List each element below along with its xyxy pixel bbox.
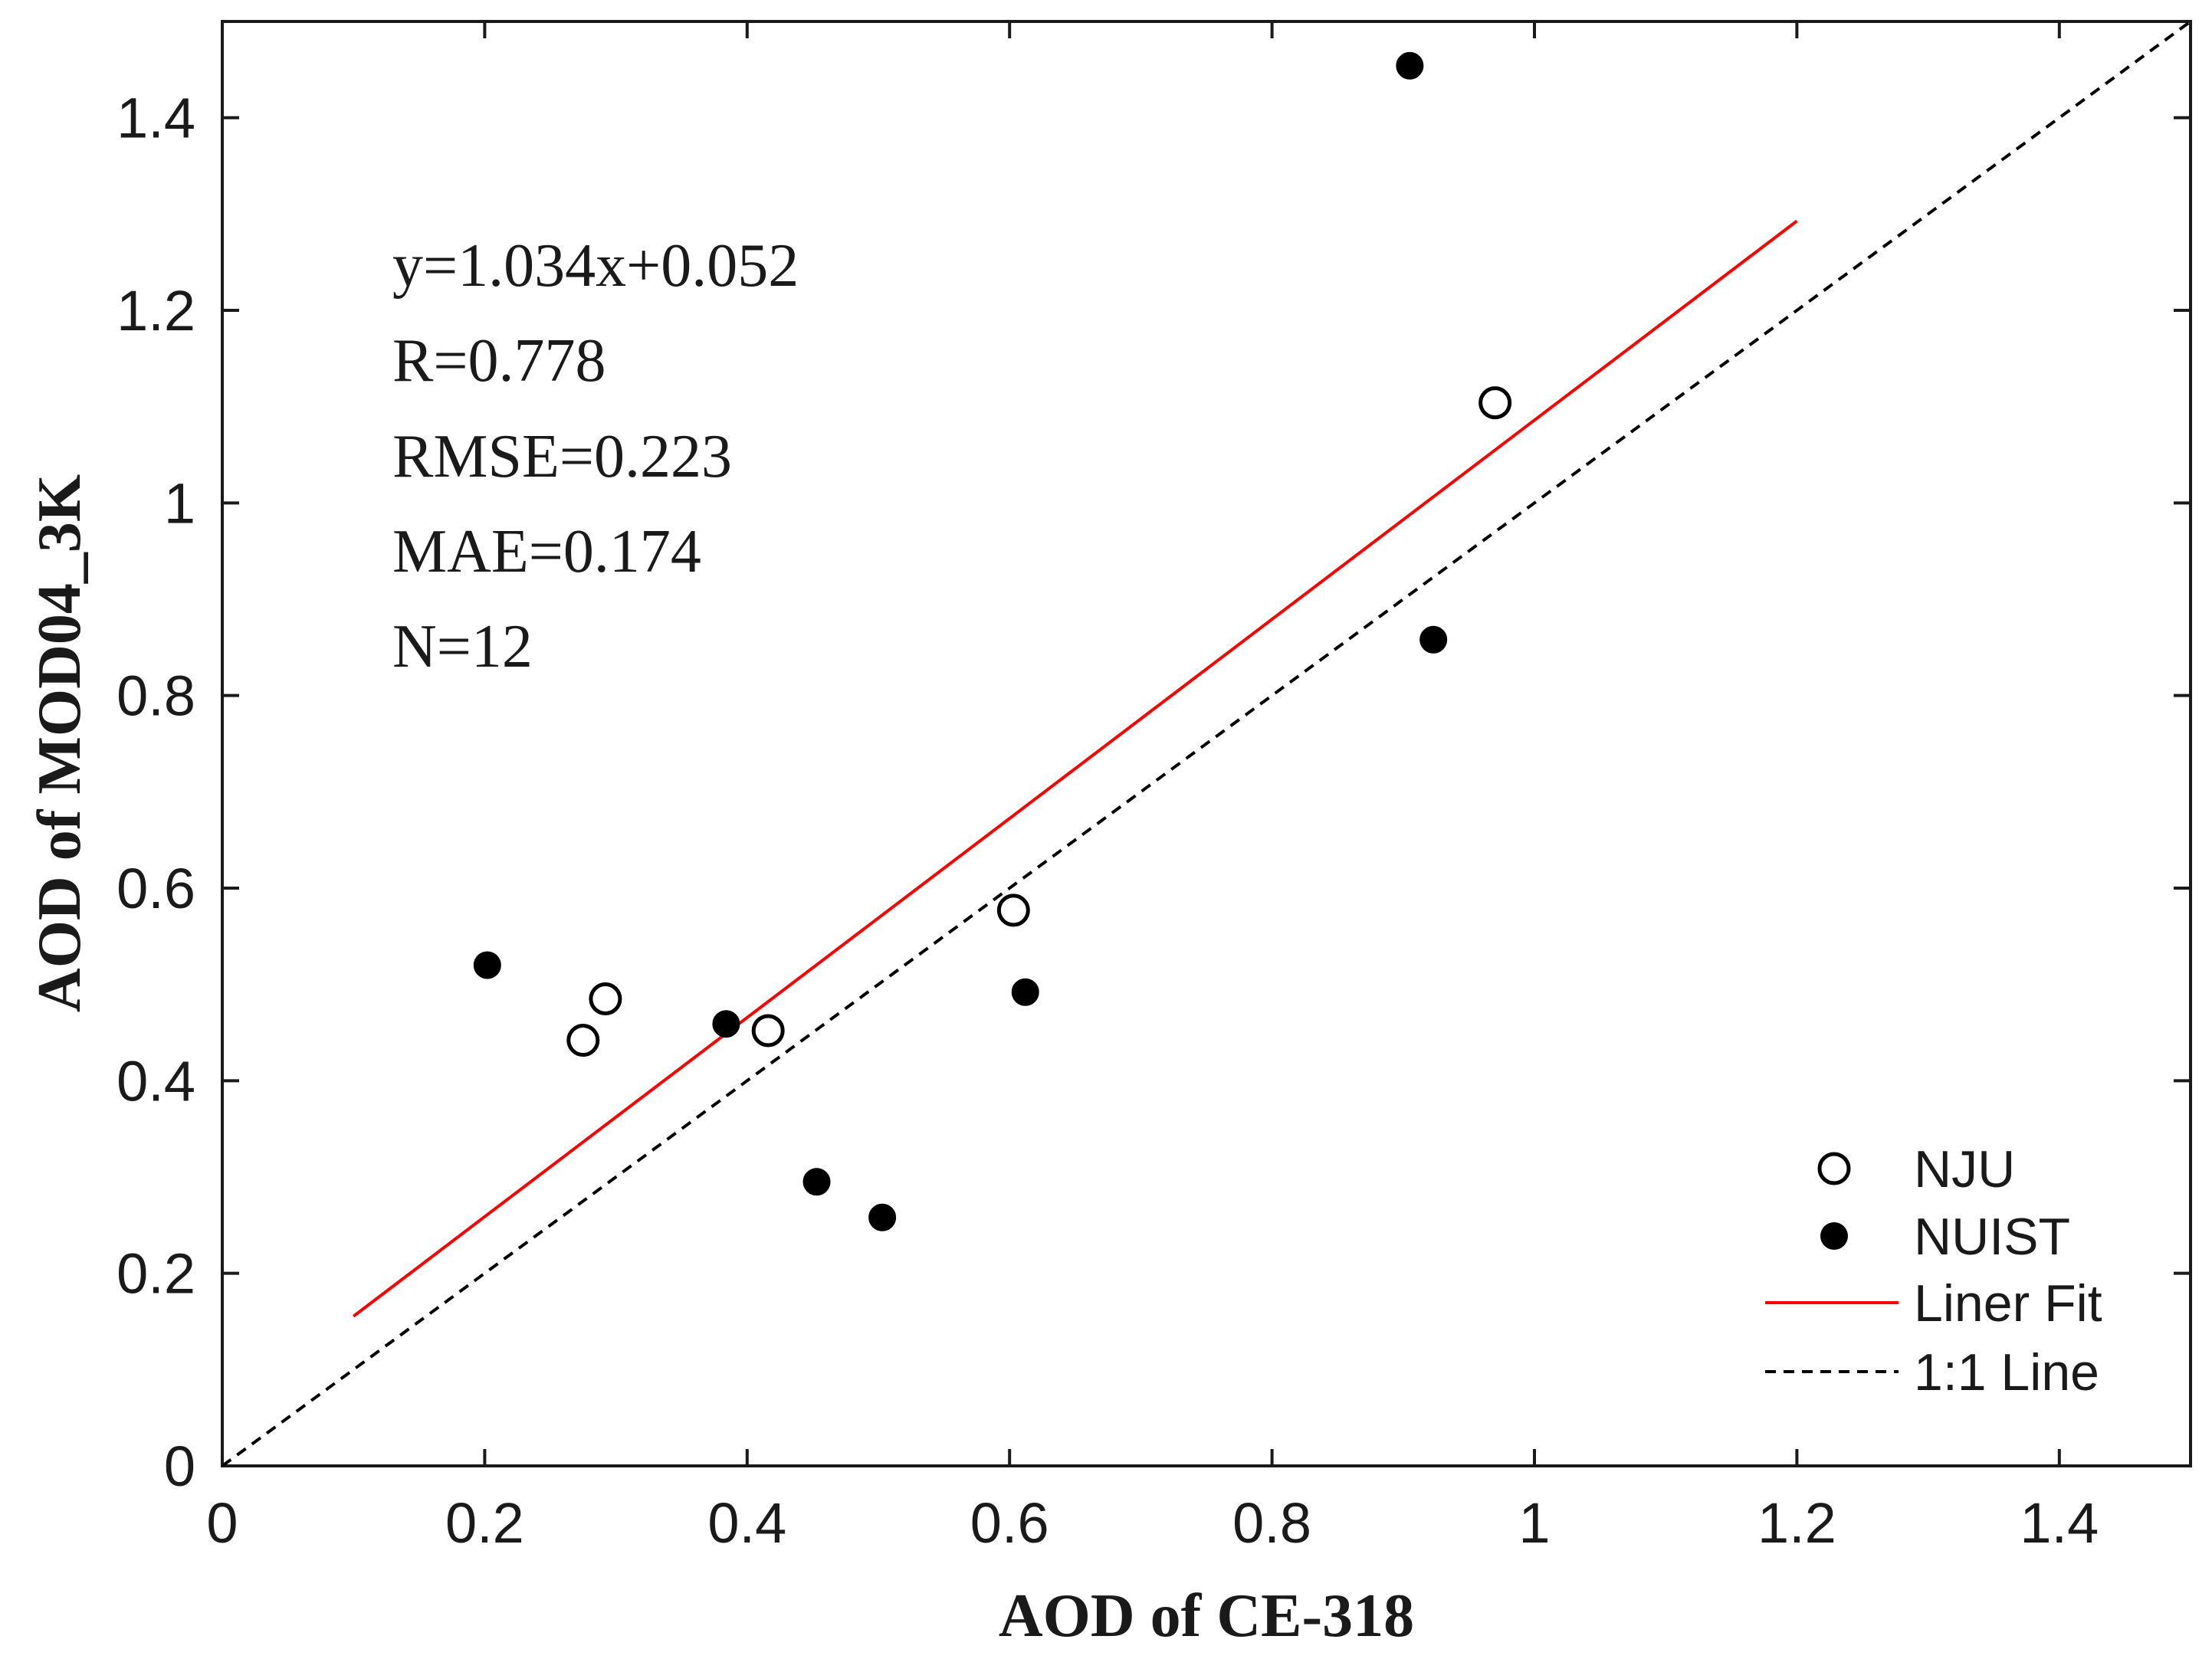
- reference-lines: [222, 21, 2191, 1466]
- point-nju: [1478, 386, 1512, 420]
- legend-marker-nuist: [1820, 1222, 1848, 1250]
- point-nuist: [473, 951, 501, 979]
- y-tick-label: 0.6: [117, 857, 195, 920]
- legend-label-linear-fit: Liner Fit: [1914, 1274, 2102, 1333]
- axis-ticks: 0 0.2 0.4 0.6 0.8 1 1.2 1.4 0 0.2 0.4 0.6 0.8 1 1.2 1.4: [117, 21, 2191, 1555]
- y-tick-label: 0.2: [117, 1242, 195, 1306]
- y-tick-label: 0: [164, 1434, 195, 1498]
- y-tick-label: 1.4: [117, 87, 195, 150]
- point-nuist: [1011, 978, 1039, 1006]
- x-axis-title: AOD of CE-318: [999, 1582, 1414, 1650]
- annotation-equation: y=1.034x+0.052: [392, 232, 799, 300]
- annotation-r: R=0.778: [392, 327, 606, 395]
- point-nju: [566, 1024, 600, 1057]
- y-axis-title: AOD of MOD04_3K: [26, 474, 94, 1012]
- x-tick-label: 1.2: [1757, 1491, 1836, 1555]
- point-nuist: [802, 1168, 831, 1196]
- x-tick-label: 1.4: [2020, 1491, 2099, 1555]
- x-tick-label: 0.4: [707, 1491, 786, 1555]
- point-nju: [589, 982, 622, 1016]
- x-tick-label: 0.2: [445, 1491, 524, 1555]
- y-tick-label: 0.8: [117, 664, 195, 728]
- data-points: [473, 51, 1512, 1231]
- legend: NJU NUIST Liner Fit 1:1 Line: [1765, 1140, 2102, 1402]
- point-nju: [996, 893, 1030, 927]
- point-nuist: [868, 1203, 897, 1231]
- legend-label-nju: NJU: [1914, 1140, 2015, 1198]
- linear-fit-line: [352, 219, 1798, 1318]
- x-tick-label: 0.6: [970, 1491, 1049, 1555]
- y-tick-label: 1.2: [117, 279, 195, 343]
- x-tick-label: 1: [1518, 1491, 1550, 1555]
- plot-area-frame: [221, 20, 2192, 1467]
- annotation-rmse: RMSE=0.223: [392, 423, 732, 490]
- annotation-mae: MAE=0.174: [392, 518, 701, 585]
- point-nuist: [1396, 51, 1424, 80]
- x-tick-label: 0: [206, 1491, 238, 1555]
- point-nuist: [1419, 625, 1448, 654]
- one-to-one-line: [222, 21, 2191, 1466]
- y-tick-label: 1: [164, 471, 195, 535]
- statistics-annotations: y=1.034x+0.052 R=0.778 RMSE=0.223 MAE=0.…: [392, 232, 799, 680]
- point-nju: [751, 1014, 785, 1048]
- point-nuist: [712, 1010, 740, 1038]
- legend-label-nuist: NUIST: [1914, 1208, 2070, 1266]
- y-tick-label: 0.4: [117, 1049, 195, 1113]
- x-tick-label: 0.8: [1232, 1491, 1311, 1555]
- legend-label-one-to-one: 1:1 Line: [1914, 1343, 2099, 1402]
- legend-marker-nju: [1817, 1152, 1851, 1185]
- annotation-n: N=12: [392, 613, 533, 680]
